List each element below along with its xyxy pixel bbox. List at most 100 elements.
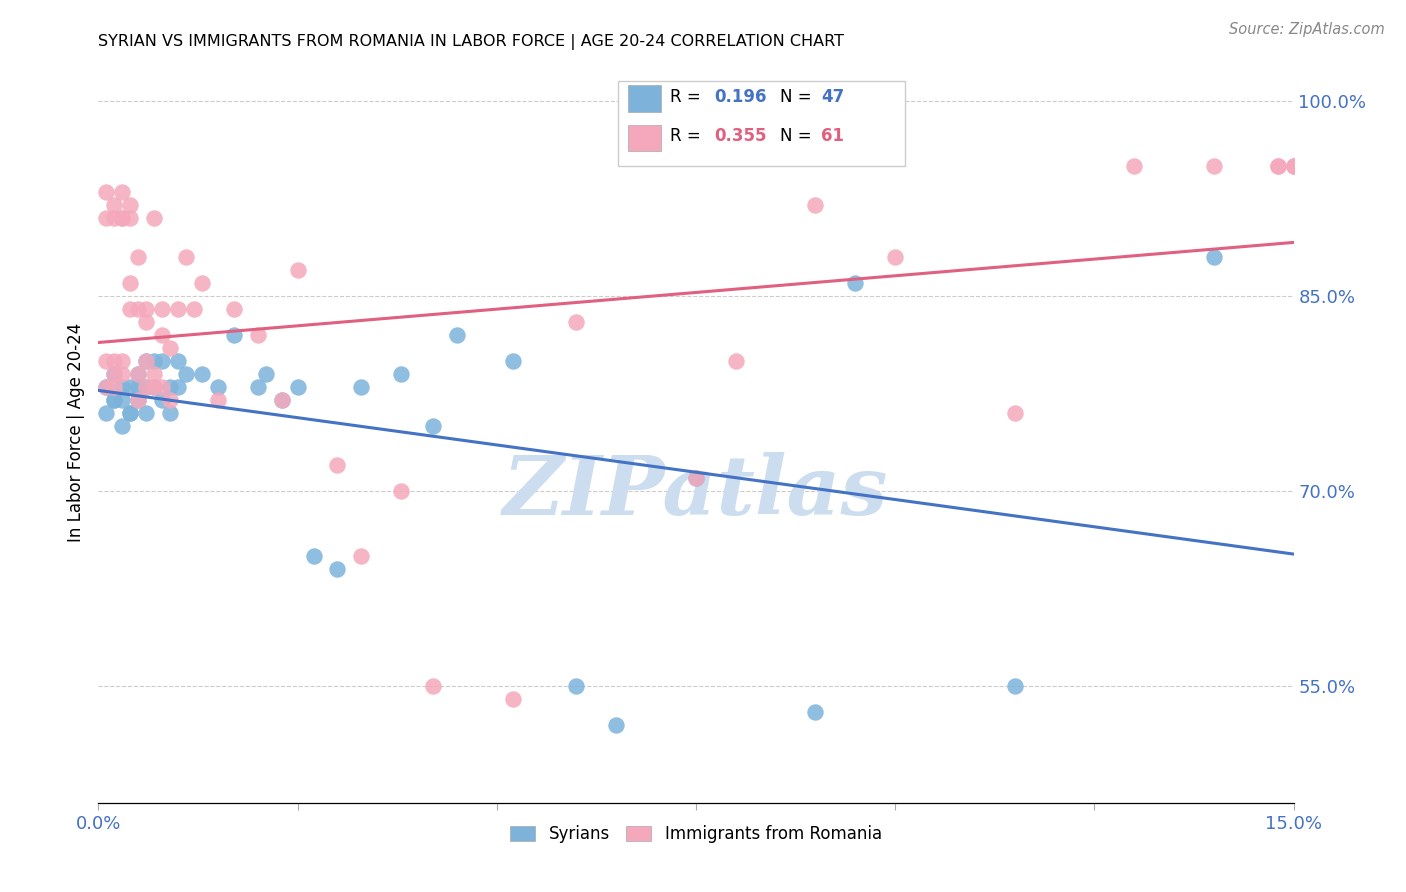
Point [135,406,157,420]
Point [120,406,142,420]
Point [103,198,125,212]
Point [565,679,588,693]
Point [222,328,245,343]
Point [287,263,309,277]
Text: Source: ZipAtlas.com: Source: ZipAtlas.com [1229,22,1385,37]
Legend: Syrians, Immigrants from Romania: Syrians, Immigrants from Romania [503,819,889,850]
Point [246,328,269,343]
Point [96,406,118,420]
Point [1202,250,1225,264]
Point [1004,406,1026,420]
FancyBboxPatch shape [628,86,661,112]
Point [120,198,142,212]
Point [143,354,166,368]
Point [1123,159,1146,173]
Point [96,211,118,226]
Point [143,211,166,226]
Point [143,380,166,394]
Point [111,393,134,408]
Point [422,419,444,434]
Point [389,367,412,381]
Point [127,393,149,408]
Point [844,277,866,291]
Point [120,406,142,420]
Point [127,367,149,381]
Point [127,393,149,408]
Point [159,393,181,408]
Point [143,367,166,381]
Point [103,354,125,368]
Point [120,380,142,394]
Point [103,367,125,381]
Point [191,277,214,291]
Point [167,354,190,368]
Point [183,302,205,317]
Point [804,198,827,212]
Point [111,354,134,368]
Point [159,406,181,420]
Text: R =: R = [669,88,706,106]
Point [135,354,157,368]
Text: ZIPatlas: ZIPatlas [503,452,889,532]
Point [111,211,134,226]
Point [422,679,444,693]
Point [270,393,292,408]
Text: SYRIAN VS IMMIGRANTS FROM ROMANIA IN LABOR FORCE | AGE 20-24 CORRELATION CHART: SYRIAN VS IMMIGRANTS FROM ROMANIA IN LAB… [98,34,845,50]
Point [167,380,190,394]
Point [1282,159,1305,173]
Point [254,367,277,381]
Point [389,484,412,499]
Point [127,302,149,317]
Point [1282,159,1305,173]
Point [96,380,118,394]
Point [1004,679,1026,693]
Point [111,186,134,200]
Point [1202,159,1225,173]
Text: 47: 47 [821,88,845,106]
Point [502,692,524,706]
Point [350,380,373,394]
Point [120,302,142,317]
Text: N =: N = [780,88,817,106]
Point [150,302,173,317]
Point [804,705,827,719]
Point [120,211,142,226]
Point [103,393,125,408]
Point [174,367,197,381]
Point [120,277,142,291]
Point [287,380,309,394]
Point [350,549,373,563]
Point [135,380,157,394]
Point [565,315,588,329]
Point [326,458,349,472]
Point [446,328,468,343]
Text: N =: N = [780,128,817,145]
Point [222,302,245,317]
Point [685,471,707,485]
Point [191,367,214,381]
Text: 61: 61 [821,128,845,145]
Point [1282,159,1305,173]
Point [103,211,125,226]
Text: 0.196: 0.196 [714,88,766,106]
Point [1267,159,1289,173]
Point [103,367,125,381]
Y-axis label: In Labor Force | Age 20-24: In Labor Force | Age 20-24 [66,323,84,542]
Point [150,380,173,394]
Point [174,250,197,264]
Point [143,380,166,394]
Point [207,393,229,408]
Point [724,354,747,368]
Point [605,718,627,732]
Point [884,250,907,264]
Point [326,562,349,576]
Text: 0.355: 0.355 [714,128,766,145]
Text: R =: R = [669,128,706,145]
Point [111,367,134,381]
Point [685,471,707,485]
Point [150,393,173,408]
Point [207,380,229,394]
Point [135,354,157,368]
Point [103,380,125,394]
Point [96,354,118,368]
